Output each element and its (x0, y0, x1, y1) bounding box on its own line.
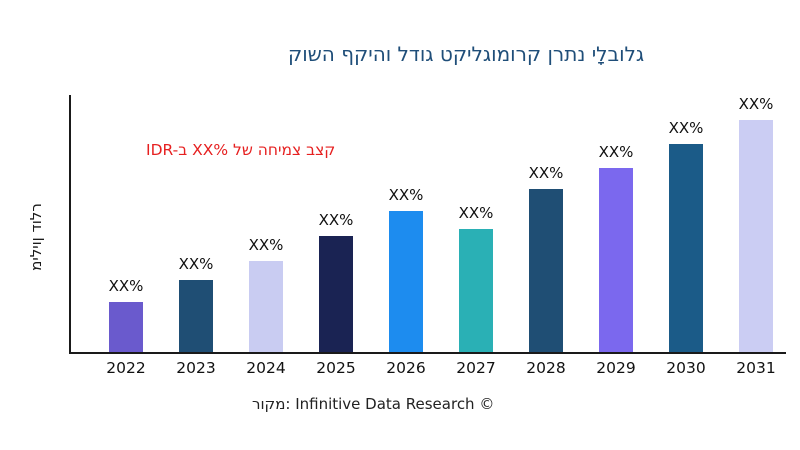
bar-2024 (249, 261, 283, 352)
bar-value-label-2022: XX% (108, 276, 144, 295)
x-tick-2026: 2026 (386, 359, 426, 377)
x-tick-2027: 2027 (456, 359, 496, 377)
x-tick-2023: 2023 (176, 359, 216, 377)
bar-value-label-2027: XX% (458, 204, 494, 223)
x-tick-2025: 2025 (316, 359, 356, 377)
x-tick-2022: 2022 (106, 359, 146, 377)
x-tick-2029: 2029 (596, 359, 636, 377)
bar-value-label-2025: XX% (318, 211, 354, 229)
bar-2027 (459, 229, 493, 352)
x-tick-2024: 2024 (246, 359, 286, 377)
y-axis-label: מיליון דולר (27, 203, 45, 271)
bar-2029 (599, 168, 633, 352)
chart-title: קושה ףקיהו לדוג טקילגומורק ןרתנ ילָבולג (288, 42, 645, 66)
bar-2030 (669, 143, 703, 352)
bar-value-label-2030: XX% (668, 118, 704, 137)
x-tick-2031: 2031 (736, 359, 776, 377)
y-axis-line (69, 95, 71, 354)
x-axis-line (69, 352, 786, 354)
plot-area: XX% XX% XX% XX% XX% XX% XX% XX% XX% XX% (70, 95, 786, 352)
bar-2023 (179, 280, 213, 352)
bar-value-label-2026: XX% (388, 185, 424, 204)
growth-rate-annotation: IDR-ב XX% לש החימצ בצק (146, 141, 336, 159)
bar-2026 (389, 210, 423, 352)
bar-value-label-2031: XX% (738, 95, 774, 113)
bar-value-label-2029: XX% (598, 143, 634, 162)
bar-2025 (319, 236, 353, 352)
bar-2022 (109, 301, 143, 352)
bar-value-label-2028: XX% (528, 163, 564, 182)
bar-2031 (739, 120, 773, 352)
x-tick-2028: 2028 (526, 359, 566, 377)
bar-2028 (529, 188, 563, 352)
source-credit: רוקמ: Infinitive Data Research © (252, 395, 495, 413)
bar-value-label-2023: XX% (178, 255, 214, 274)
x-tick-2030: 2030 (666, 359, 706, 377)
bar-value-label-2024: XX% (248, 236, 284, 255)
